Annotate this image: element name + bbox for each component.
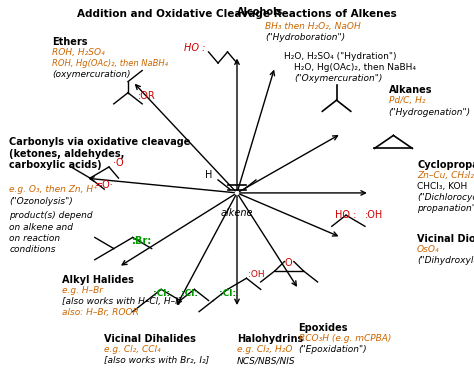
Text: e.g. O₃, then Zn, H⁺: e.g. O₃, then Zn, H⁺ <box>9 186 99 194</box>
Text: [also works with Br₂, I₂]: [also works with Br₂, I₂] <box>104 356 210 365</box>
Text: ROH, Hg(OAc)₂, then NaBH₄: ROH, Hg(OAc)₂, then NaBH₄ <box>52 59 168 68</box>
Text: e.g. Cl₂, CCl₄: e.g. Cl₂, CCl₄ <box>104 345 161 354</box>
Text: Ethers: Ethers <box>52 37 88 47</box>
Text: on alkene and: on alkene and <box>9 223 73 232</box>
Text: Epoxides: Epoxides <box>299 323 348 333</box>
Text: ("Ozonolysis"): ("Ozonolysis") <box>9 197 73 206</box>
Text: [also works with H–Cl, H–I]: [also works with H–Cl, H–I] <box>62 297 181 306</box>
Text: HO :: HO : <box>335 210 357 220</box>
Text: e.g. Cl₂, H₂O: e.g. Cl₂, H₂O <box>237 345 292 354</box>
Text: Carbonyls via oxidative cleavage
(ketones, aldehydes,
carboxylic acids): Carbonyls via oxidative cleavage (ketone… <box>9 137 191 170</box>
Text: Vicinal Dihalides: Vicinal Dihalides <box>104 334 196 344</box>
Text: ("Epoxidation"): ("Epoxidation") <box>299 345 367 354</box>
Text: :Cl:: :Cl: <box>153 289 170 298</box>
Text: :OR: :OR <box>138 92 156 101</box>
Text: propanation"): propanation") <box>417 204 474 213</box>
Text: ("Oxymercuration"): ("Oxymercuration") <box>294 74 382 83</box>
Text: Vicinal Diols: Vicinal Diols <box>417 234 474 244</box>
Text: Alkyl Halides: Alkyl Halides <box>62 275 134 285</box>
Text: NCS/NBS/NIS: NCS/NBS/NIS <box>237 356 296 365</box>
Text: :OH: :OH <box>247 270 264 279</box>
Text: (oxymercuration): (oxymercuration) <box>52 70 131 79</box>
Text: Halohydrins: Halohydrins <box>237 334 303 344</box>
Text: H: H <box>205 170 212 180</box>
Text: H₂O, Hg(OAc)₂, then NaBH₄: H₂O, Hg(OAc)₂, then NaBH₄ <box>294 63 416 72</box>
Text: ("Hydrogenation"): ("Hydrogenation") <box>389 108 471 116</box>
Text: OsO₄: OsO₄ <box>417 245 440 254</box>
Text: ·O·: ·O· <box>283 259 296 268</box>
Text: =O·: =O· <box>95 181 114 190</box>
Text: ("Dihydroxylation"): ("Dihydroxylation") <box>417 256 474 265</box>
Text: ·O: ·O <box>113 158 124 168</box>
Text: Pd/C, H₂: Pd/C, H₂ <box>389 96 425 105</box>
Text: RCO₃H (e.g. mCPBA): RCO₃H (e.g. mCPBA) <box>299 334 391 343</box>
Text: Addition and Oxidative Cleavage Reactions of Alkenes: Addition and Oxidative Cleavage Reaction… <box>77 9 397 19</box>
Text: :Br:: :Br: <box>132 236 152 246</box>
Text: conditions: conditions <box>9 245 56 254</box>
Text: product(s) depend: product(s) depend <box>9 211 93 220</box>
Text: :OH: :OH <box>365 210 383 220</box>
Text: also: H–Br, ROOR: also: H–Br, ROOR <box>62 308 138 317</box>
Text: ("Dichlorocyclo-: ("Dichlorocyclo- <box>417 193 474 202</box>
Text: :Cl:: :Cl: <box>181 289 198 298</box>
Text: Zn–Cu, CH₂I₂: Zn–Cu, CH₂I₂ <box>417 171 474 180</box>
Text: e.g. H–Br: e.g. H–Br <box>62 286 102 295</box>
Text: H₂O, H₂SO₄ ("Hydration"): H₂O, H₂SO₄ ("Hydration") <box>284 52 397 61</box>
Text: CHCl₃, KOH: CHCl₃, KOH <box>417 182 467 191</box>
Text: Cyclopropanes: Cyclopropanes <box>417 160 474 170</box>
Text: BH₃ then H₂O₂, NaOH: BH₃ then H₂O₂, NaOH <box>265 22 361 31</box>
Text: HO :: HO : <box>183 43 205 53</box>
Text: ROH, H₂SO₄: ROH, H₂SO₄ <box>52 48 105 57</box>
Text: on reaction: on reaction <box>9 234 61 243</box>
Text: ("Hydroboration"): ("Hydroboration") <box>265 33 346 42</box>
Text: Alkanes: Alkanes <box>389 85 432 95</box>
Text: Alcohols: Alcohols <box>237 7 283 17</box>
Text: alkene: alkene <box>221 209 253 218</box>
Text: :Cl:: :Cl: <box>219 289 236 298</box>
